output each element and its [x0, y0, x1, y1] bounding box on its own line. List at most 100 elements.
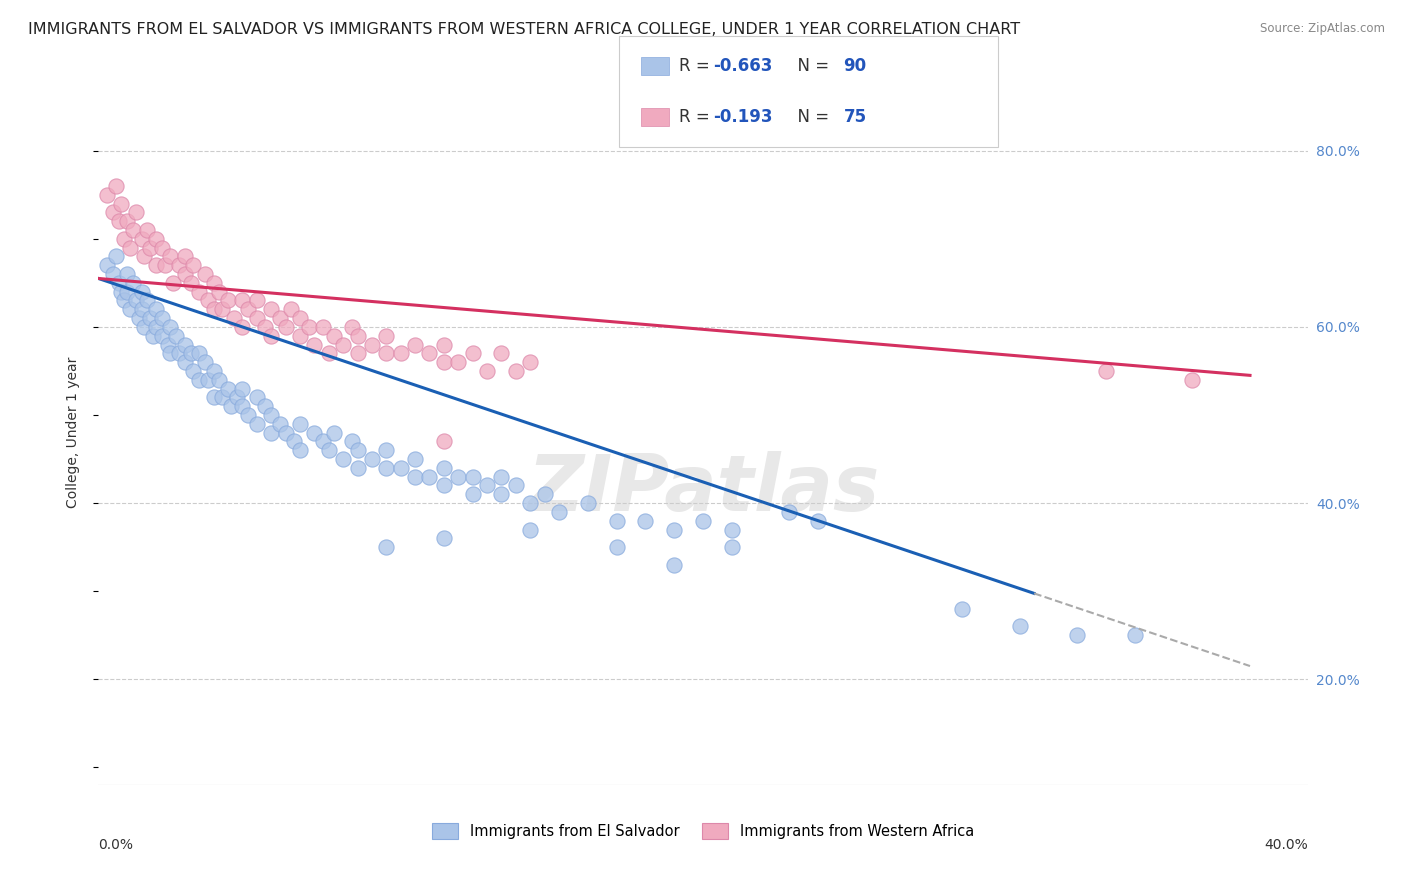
- Point: [194, 267, 217, 281]
- Point: [145, 232, 167, 246]
- Point: [153, 258, 176, 272]
- Point: [142, 328, 165, 343]
- Point: [180, 276, 202, 290]
- Text: -0.193: -0.193: [713, 108, 772, 126]
- Text: 90: 90: [844, 57, 866, 75]
- Y-axis label: College, Under 1 year: College, Under 1 year: [66, 357, 80, 508]
- Point: [274, 319, 297, 334]
- Point: [173, 267, 195, 281]
- Point: [231, 293, 253, 308]
- Point: [375, 443, 398, 458]
- Point: [475, 364, 498, 378]
- Point: [950, 601, 973, 615]
- Point: [202, 302, 225, 317]
- Point: [167, 258, 190, 272]
- Point: [297, 319, 319, 334]
- Point: [183, 364, 205, 378]
- Point: [288, 443, 311, 458]
- Point: [125, 293, 148, 308]
- Point: [375, 346, 398, 360]
- Text: N =: N =: [787, 108, 835, 126]
- Point: [246, 293, 269, 308]
- Point: [115, 214, 138, 228]
- Point: [188, 373, 211, 387]
- Point: [194, 355, 217, 369]
- Point: [475, 478, 498, 492]
- Point: [173, 355, 195, 369]
- Point: [246, 311, 269, 326]
- Point: [231, 382, 253, 396]
- Point: [101, 205, 124, 219]
- Point: [159, 249, 181, 263]
- Point: [433, 355, 456, 369]
- Point: [165, 328, 187, 343]
- Point: [1181, 373, 1204, 387]
- Point: [312, 319, 335, 334]
- Point: [150, 328, 173, 343]
- Point: [107, 214, 129, 228]
- Point: [389, 460, 412, 475]
- Point: [447, 469, 470, 483]
- Point: [269, 417, 291, 431]
- Point: [304, 425, 326, 440]
- Point: [260, 328, 283, 343]
- Point: [283, 434, 305, 449]
- Point: [110, 285, 132, 299]
- Text: Source: ZipAtlas.com: Source: ZipAtlas.com: [1260, 22, 1385, 36]
- Point: [323, 425, 346, 440]
- Point: [211, 390, 233, 404]
- Point: [606, 540, 628, 554]
- Point: [461, 469, 484, 483]
- Point: [260, 425, 283, 440]
- Point: [606, 514, 628, 528]
- Point: [225, 390, 247, 404]
- Point: [183, 258, 205, 272]
- Text: IMMIGRANTS FROM EL SALVADOR VS IMMIGRANTS FROM WESTERN AFRICA COLLEGE, UNDER 1 Y: IMMIGRANTS FROM EL SALVADOR VS IMMIGRANT…: [28, 22, 1021, 37]
- Point: [304, 337, 326, 351]
- Point: [533, 487, 555, 501]
- Point: [236, 302, 259, 317]
- Point: [180, 346, 202, 360]
- Point: [346, 346, 368, 360]
- Point: [162, 276, 184, 290]
- Point: [145, 319, 167, 334]
- Point: [136, 223, 159, 237]
- Point: [1008, 619, 1031, 633]
- Point: [519, 355, 541, 369]
- Point: [340, 434, 363, 449]
- Point: [120, 241, 142, 255]
- Point: [318, 346, 340, 360]
- Point: [433, 337, 456, 351]
- Point: [418, 346, 440, 360]
- Point: [145, 258, 167, 272]
- Point: [375, 328, 398, 343]
- Point: [134, 249, 156, 263]
- Point: [269, 311, 291, 326]
- Point: [807, 514, 830, 528]
- Point: [433, 434, 456, 449]
- Point: [664, 523, 686, 537]
- Point: [720, 523, 742, 537]
- Point: [404, 452, 426, 467]
- Point: [361, 452, 384, 467]
- Point: [159, 346, 181, 360]
- Text: 40.0%: 40.0%: [1264, 838, 1308, 853]
- Point: [375, 460, 398, 475]
- Point: [202, 390, 225, 404]
- Point: [236, 408, 259, 422]
- Point: [125, 205, 148, 219]
- Point: [156, 337, 179, 351]
- Point: [433, 478, 456, 492]
- Point: [173, 337, 195, 351]
- Point: [131, 232, 153, 246]
- Text: 0.0%: 0.0%: [98, 838, 134, 853]
- Point: [254, 399, 277, 413]
- Point: [145, 302, 167, 317]
- Point: [576, 496, 599, 510]
- Point: [150, 311, 173, 326]
- Point: [332, 337, 354, 351]
- Text: -0.663: -0.663: [713, 57, 772, 75]
- Point: [778, 505, 800, 519]
- Point: [131, 285, 153, 299]
- Point: [104, 178, 127, 193]
